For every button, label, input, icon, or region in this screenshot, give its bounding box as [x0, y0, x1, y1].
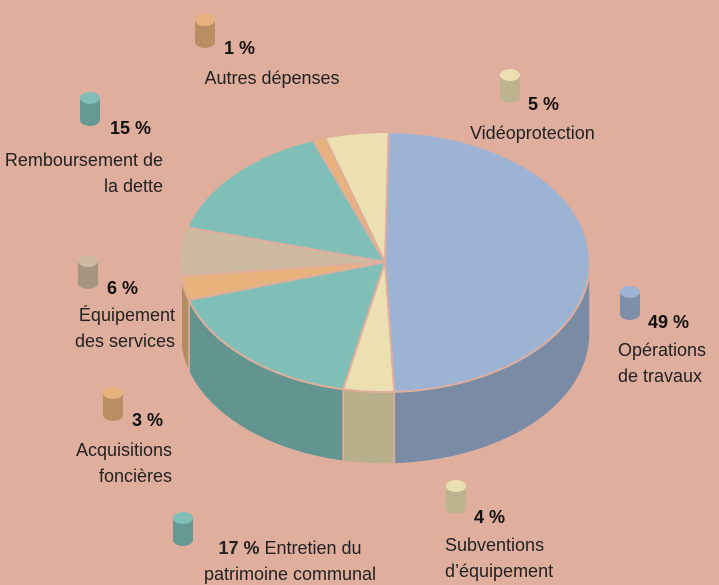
icon — [78, 261, 98, 283]
slice — [383, 131, 591, 393]
slice — [323, 131, 390, 263]
value-label: 49 % — [648, 312, 690, 332]
value-label: 15 % — [110, 118, 152, 138]
icon-top — [103, 387, 123, 399]
icon — [446, 486, 466, 508]
icon — [195, 20, 215, 42]
value-label: 1 % — [224, 38, 256, 58]
icon-top — [78, 255, 98, 267]
category-label: Autres dépenses — [204, 68, 340, 88]
category-label: Acquisitions foncières — [75, 440, 172, 486]
value-label: 17 % — [218, 538, 260, 558]
value-label: 4 % — [474, 507, 506, 527]
category-label: Subventions d’équipement — [445, 535, 554, 581]
icon-top — [500, 69, 520, 81]
category-label: Opérations de travaux — [618, 340, 707, 386]
icon-top — [173, 512, 193, 524]
icon — [80, 98, 100, 120]
icon-bottom — [195, 36, 215, 48]
value-label: 5 % — [528, 94, 560, 114]
icon-bottom — [500, 91, 520, 103]
icon-bottom — [80, 114, 100, 126]
category-label: Équipement des services — [74, 305, 175, 351]
icon-top — [446, 480, 466, 492]
value-label: 3 % — [132, 410, 164, 430]
slice-label: 17 % Entretien du patrimoine communal — [185, 535, 395, 585]
icon — [173, 518, 193, 540]
icon-top — [80, 92, 100, 104]
icon-bottom — [620, 308, 640, 320]
category-label: Vidéoprotection — [470, 123, 595, 143]
icon-bottom — [173, 534, 193, 546]
category-label: Remboursement de la dette — [4, 150, 163, 196]
icon-top — [620, 286, 640, 298]
slice-side — [342, 388, 396, 465]
icon-bottom — [103, 409, 123, 421]
category-label: Entretien du patrimoine communal — [203, 538, 377, 584]
icon — [620, 292, 640, 314]
icon — [103, 393, 123, 415]
slice — [185, 139, 387, 264]
icon — [500, 75, 520, 97]
icon-bottom — [446, 502, 466, 514]
slice — [187, 260, 387, 391]
icon-bottom — [78, 277, 98, 289]
icon-top — [195, 14, 215, 26]
value-label: 6 % — [107, 278, 139, 298]
